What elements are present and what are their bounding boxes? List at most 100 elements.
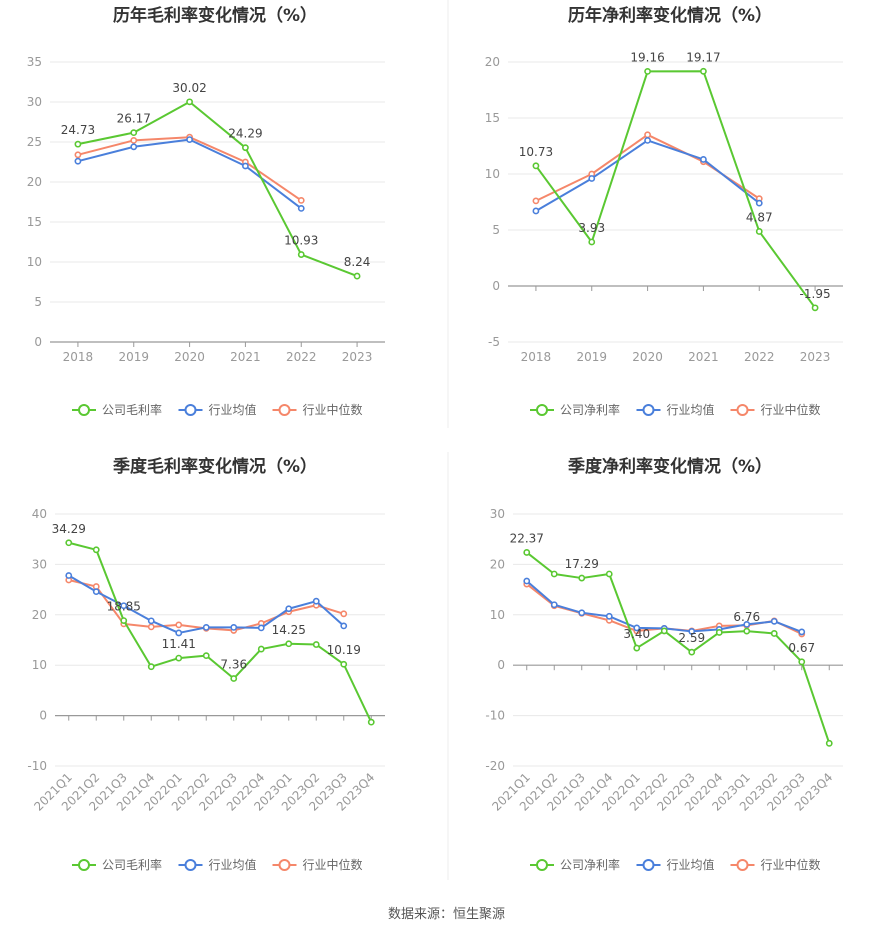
chart-title: 季度毛利率变化情况（%） xyxy=(113,456,317,477)
data-label: 3.40 xyxy=(623,627,650,641)
data-label: 24.73 xyxy=(61,123,95,137)
data-point-avg xyxy=(633,624,641,632)
y-tick-label: -10 xyxy=(485,709,505,723)
data-point-avg xyxy=(297,204,305,212)
chart-title: 季度净利率变化情况（%） xyxy=(568,456,772,477)
legend-marker xyxy=(536,404,548,416)
data-point-avg xyxy=(175,629,183,637)
data-point-avg xyxy=(578,609,586,617)
data-point-avg xyxy=(550,601,558,609)
y-tick-label: 10 xyxy=(32,658,47,672)
y-tick-label: 25 xyxy=(27,135,42,149)
legend-label: 公司毛利率 xyxy=(102,402,162,417)
legend-label: 行业中位数 xyxy=(303,857,363,872)
data-point-avg xyxy=(74,157,82,165)
legend-item-company: 公司毛利率 xyxy=(72,857,162,872)
data-label: 10.93 xyxy=(284,234,318,248)
x-tick-label: 2022 xyxy=(744,350,775,364)
legend-marker xyxy=(736,404,749,416)
legend-item-company: 公司净利率 xyxy=(530,857,620,872)
data-label: 0.67 xyxy=(788,641,815,655)
y-tick-label: 30 xyxy=(32,557,47,571)
y-tick-label: 15 xyxy=(485,111,500,125)
data-point-avg xyxy=(65,572,73,579)
x-tick-label: 2018 xyxy=(63,350,94,364)
legend-label: 行业中位数 xyxy=(761,857,821,872)
data-point-company xyxy=(660,627,668,635)
legend-marker xyxy=(278,859,291,871)
series-line-avg xyxy=(535,139,760,212)
series-line-company xyxy=(68,541,373,723)
y-tick-label: 30 xyxy=(490,507,505,521)
legend-label: 公司净利率 xyxy=(560,857,620,872)
x-tick-label: 2019 xyxy=(118,350,149,364)
data-point-company xyxy=(92,546,100,554)
chart-1: 历年毛利率变化情况（%） 0 5 10 15 20 25 30 35 2018 2019 2020 20… xyxy=(27,5,385,417)
data-point-company xyxy=(644,68,651,75)
data-label: 24.29 xyxy=(228,127,262,141)
data-point-company xyxy=(715,629,723,636)
data-point-company xyxy=(588,238,596,246)
data-point-avg xyxy=(532,207,540,215)
data-point-avg xyxy=(186,136,193,143)
legend-marker xyxy=(536,859,548,871)
data-point-avg xyxy=(588,175,596,182)
data-label: 7.36 xyxy=(220,658,247,672)
legend-marker xyxy=(642,404,655,416)
x-tick-label: 2020 xyxy=(632,350,663,364)
legend-item-median: 行业中位数 xyxy=(272,402,363,417)
series-line-company xyxy=(535,70,816,309)
y-tick-label: 30 xyxy=(27,95,42,109)
data-point-company xyxy=(353,272,361,280)
legend-marker xyxy=(642,859,655,871)
data-point-avg xyxy=(285,605,293,613)
data-point-company xyxy=(743,627,751,635)
data-point-company xyxy=(312,641,320,648)
x-tick-label: 2021 xyxy=(688,350,719,364)
data-point-avg xyxy=(770,617,778,625)
data-point-company xyxy=(532,162,540,170)
data-point-median xyxy=(532,197,540,205)
series-line-company xyxy=(526,551,831,744)
data-point-company xyxy=(257,645,265,653)
data-point-avg xyxy=(120,602,128,610)
data-point-company xyxy=(633,644,641,652)
legend-label: 公司毛利率 xyxy=(102,857,162,872)
data-point-company xyxy=(755,228,763,235)
data-label: 30.02 xyxy=(172,81,206,95)
data-point-avg xyxy=(340,622,348,630)
y-tick-label: 0 xyxy=(492,279,500,293)
y-tick-label: 10 xyxy=(27,255,42,269)
data-point-avg xyxy=(688,628,696,635)
y-tick-label: 40 xyxy=(32,507,47,521)
y-tick-label: 35 xyxy=(27,55,42,69)
data-label: 10.73 xyxy=(519,145,553,159)
x-tick-label: 2020 xyxy=(174,350,205,364)
y-tick-label: 10 xyxy=(485,167,500,181)
data-source-footer: 数据来源：恒生聚源 xyxy=(387,907,505,922)
y-tick-label: -20 xyxy=(485,759,505,773)
data-point-company xyxy=(688,648,696,656)
data-label: 26.17 xyxy=(117,112,151,126)
x-tick-label: 2023 xyxy=(800,350,831,364)
chart-4: 季度净利率变化情况（%）-20-1001020302021Q12021Q2202… xyxy=(485,456,843,872)
data-point-company xyxy=(147,663,155,671)
data-label: 14.25 xyxy=(272,623,306,637)
data-point-company xyxy=(578,574,586,582)
data-point-company xyxy=(175,654,183,662)
y-tick-label: -5 xyxy=(488,335,500,349)
data-point-avg xyxy=(755,199,763,207)
data-label: 11.41 xyxy=(162,637,196,651)
data-point-median xyxy=(130,136,138,144)
data-label: 10.19 xyxy=(327,643,361,657)
data-point-avg xyxy=(743,620,751,628)
legend-marker xyxy=(278,404,291,416)
legend-item-avg: 行业均值 xyxy=(178,402,257,417)
data-point-median xyxy=(74,151,82,159)
y-tick-label: 5 xyxy=(34,295,42,309)
data-label: 19.16 xyxy=(630,50,664,64)
data-point-company xyxy=(186,98,193,106)
y-tick-label: 20 xyxy=(490,557,505,571)
y-tick-label: 5 xyxy=(492,223,500,237)
series-line-avg xyxy=(77,138,302,210)
